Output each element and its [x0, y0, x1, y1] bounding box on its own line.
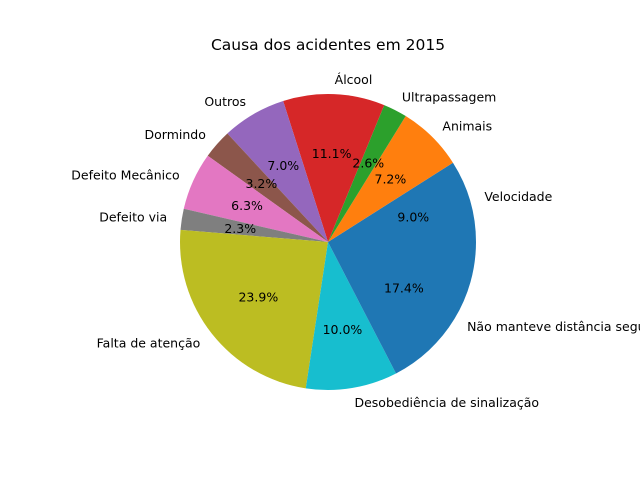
pie-slice-falta-de-atencao — [180, 229, 328, 389]
chart-title: Causa dos acidentes em 2015 — [211, 36, 445, 54]
pie-slice-desobediencia-de-sinalizacao — [305, 242, 397, 390]
pie-percent-label-ultrapassagem: 2.6% — [352, 155, 384, 170]
pie-category-label-ultrapassagem: Ultrapassagem — [402, 89, 496, 104]
pie-category-label-velocidade: Velocidade — [484, 189, 552, 204]
pie-percent-label-animais: 7.2% — [375, 171, 407, 186]
pie-slices — [180, 94, 476, 390]
pie-percent-label-nao-manteve-distancia-segura: 17.4% — [384, 281, 424, 296]
pie-percent-label-alcool: 11.1% — [312, 146, 352, 161]
pie-percent-labels: 9.0% 7.2%2.6%11.1% 7.0% 3.2% 6.3% 2.3% 23.9% 10… — [224, 146, 429, 337]
pie-category-label-dormindo: Dormindo — [145, 127, 206, 142]
pie-slice-outros — [227, 100, 328, 242]
pie-percent-label-falta-de-atencao: 23.9% — [238, 290, 278, 305]
pie-percent-label-defeito-via: 2.3% — [224, 221, 256, 236]
pie-category-label-defeito-mecanico: Defeito Mecânico — [71, 168, 179, 183]
pie-category-label-nao-manteve-distancia-segura: Não manteve distância segura — [467, 319, 640, 334]
pie-category-label-alcool: Álcool — [335, 72, 373, 87]
pie-slice-nao-manteve-distancia-segura — [328, 242, 476, 374]
pie-percent-label-outros: 7.0% — [267, 158, 299, 173]
pie-percent-label-velocidade: 9.0% — [397, 210, 429, 225]
pie-slice-defeito-mecanico — [183, 155, 328, 242]
pie-slice-ultrapassagem — [328, 105, 406, 243]
pie-percent-label-dormindo: 3.2% — [246, 176, 278, 191]
pie-category-label-desobediencia-de-sinalizacao: Desobediência de sinalização — [354, 395, 539, 410]
pie-category-label-outros: Outros — [204, 94, 246, 109]
pie-slice-velocidade — [328, 162, 476, 242]
pie-slice-animais — [328, 116, 453, 242]
pie-percent-label-desobediencia-de-sinalizacao: 10.0% — [323, 322, 363, 337]
pie-slice-dormindo — [207, 133, 328, 242]
pie-category-label-falta-de-atencao: Falta de atenção — [97, 335, 201, 350]
pie-percent-label-defeito-mecanico: 6.3% — [231, 198, 263, 213]
pie-slice-alcool — [283, 94, 385, 243]
pie-category-label-animais: Animais — [442, 119, 492, 134]
pie-category-labels: Velocidade Animais Ultrapassagem Álcool Outr… — [71, 72, 640, 410]
pie-slice-defeito-via — [180, 208, 328, 242]
pie-category-label-defeito-via: Defeito via — [99, 210, 167, 225]
